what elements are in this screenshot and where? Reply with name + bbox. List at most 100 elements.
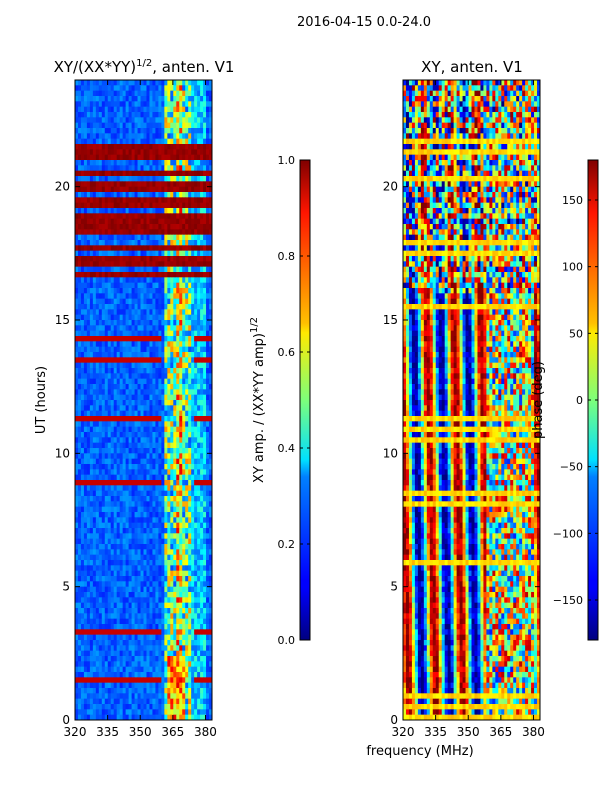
heatmap-cell bbox=[104, 565, 109, 572]
heatmap-cell bbox=[92, 170, 97, 177]
heatmap-cell bbox=[77, 544, 82, 550]
heatmap-cell bbox=[167, 602, 171, 609]
heatmap-cell bbox=[191, 325, 195, 332]
heatmap-cell bbox=[80, 192, 85, 198]
heatmap-cell bbox=[185, 128, 189, 134]
heatmap-cell bbox=[95, 522, 100, 529]
heatmap-cell bbox=[98, 181, 103, 188]
heatmap-cell bbox=[152, 458, 156, 465]
heatmap-cell bbox=[155, 218, 159, 225]
heatmap-cell bbox=[119, 538, 124, 545]
heatmap-cell bbox=[170, 405, 174, 412]
heatmap-cell bbox=[146, 362, 150, 369]
heatmap-cell bbox=[113, 288, 118, 294]
heatmap-cell bbox=[188, 128, 192, 134]
heatmap-cell bbox=[200, 469, 204, 476]
heatmap-cell bbox=[140, 117, 144, 124]
heatmap-cell bbox=[107, 624, 112, 630]
heatmap-cell bbox=[86, 112, 91, 118]
heatmap-cell bbox=[188, 437, 192, 444]
heatmap-cell bbox=[185, 650, 189, 657]
heatmap-cell bbox=[101, 272, 106, 278]
heatmap-cell bbox=[137, 565, 141, 572]
heatmap-cell bbox=[155, 101, 159, 108]
heatmap-cell bbox=[209, 464, 212, 470]
heatmap-cell bbox=[173, 96, 177, 102]
heatmap-cell bbox=[140, 304, 144, 310]
heatmap-cell bbox=[113, 298, 118, 305]
heatmap-cell bbox=[167, 133, 171, 140]
heatmap-cell bbox=[143, 506, 147, 513]
heatmap-cell bbox=[191, 122, 195, 129]
heatmap-cell bbox=[113, 357, 118, 364]
heatmap-cell bbox=[206, 112, 210, 118]
heatmap-cell bbox=[107, 117, 112, 124]
heatmap-cell bbox=[128, 368, 132, 374]
heatmap-cell bbox=[209, 160, 212, 166]
heatmap-cell bbox=[167, 165, 171, 172]
heatmap-cell bbox=[203, 437, 207, 444]
heatmap-cell bbox=[182, 458, 186, 465]
heatmap-cell bbox=[125, 293, 130, 300]
heatmap-cell bbox=[149, 250, 153, 257]
heatmap-cell bbox=[83, 309, 88, 316]
heatmap-cell bbox=[161, 410, 165, 417]
heatmap-cell bbox=[134, 234, 138, 241]
heatmap-cell bbox=[161, 645, 165, 652]
heatmap-cell bbox=[173, 133, 177, 140]
heatmap-cell bbox=[107, 602, 112, 609]
heatmap-cell bbox=[119, 544, 124, 550]
heatmap-cell bbox=[185, 256, 189, 262]
heatmap-cell bbox=[92, 528, 97, 534]
heatmap-cell bbox=[209, 624, 212, 630]
heatmap-cell bbox=[194, 298, 198, 305]
heatmap-cell bbox=[107, 458, 112, 465]
heatmap-cell bbox=[206, 362, 210, 369]
heatmap-cell bbox=[146, 560, 150, 566]
heatmap-cell bbox=[179, 101, 183, 108]
heatmap-cell bbox=[113, 352, 118, 358]
heatmap-cell bbox=[110, 304, 115, 310]
heatmap-cell bbox=[131, 400, 135, 406]
heatmap-cell bbox=[92, 101, 97, 108]
heatmap-cell bbox=[161, 272, 165, 278]
heatmap-cell bbox=[95, 613, 100, 620]
heatmap-cell bbox=[137, 405, 141, 412]
heatmap-cell bbox=[188, 400, 192, 406]
heatmap-cell bbox=[182, 506, 186, 513]
heatmap-cell bbox=[209, 154, 212, 161]
heatmap-cell bbox=[98, 373, 103, 380]
heatmap-cell bbox=[131, 250, 135, 257]
heatmap-cell bbox=[92, 394, 97, 401]
heatmap-cell bbox=[167, 277, 171, 284]
heatmap-cell bbox=[152, 341, 156, 348]
heatmap-cell bbox=[125, 128, 130, 134]
heatmap-cell bbox=[176, 314, 180, 321]
heatmap-cell bbox=[89, 245, 94, 252]
heatmap-cell bbox=[173, 549, 177, 556]
heatmap-cell bbox=[170, 400, 174, 406]
heatmap-cell bbox=[77, 480, 82, 486]
heatmap-cell bbox=[137, 149, 141, 156]
heatmap-cell bbox=[110, 181, 115, 188]
heatmap-cell bbox=[149, 426, 153, 433]
heatmap-cell bbox=[77, 352, 82, 358]
heatmap-cell bbox=[107, 613, 112, 620]
heatmap-cell bbox=[152, 240, 156, 246]
heatmap-cell bbox=[164, 634, 168, 641]
heatmap-cell bbox=[155, 288, 159, 294]
heatmap-cell bbox=[170, 192, 174, 198]
heatmap-cell bbox=[116, 629, 121, 636]
heatmap-cell bbox=[131, 656, 135, 662]
heatmap-cell bbox=[203, 149, 207, 156]
heatmap-cell bbox=[146, 282, 150, 289]
heatmap-cell bbox=[137, 554, 141, 561]
heatmap-cell bbox=[92, 400, 97, 406]
heatmap-cell bbox=[110, 341, 115, 348]
heatmap-cell bbox=[98, 208, 103, 214]
heatmap-cell bbox=[137, 533, 141, 540]
heatmap-cell bbox=[137, 400, 141, 406]
heatmap-cell bbox=[110, 266, 115, 273]
heatmap-cell bbox=[125, 544, 130, 550]
heatmap-cell bbox=[146, 416, 150, 422]
